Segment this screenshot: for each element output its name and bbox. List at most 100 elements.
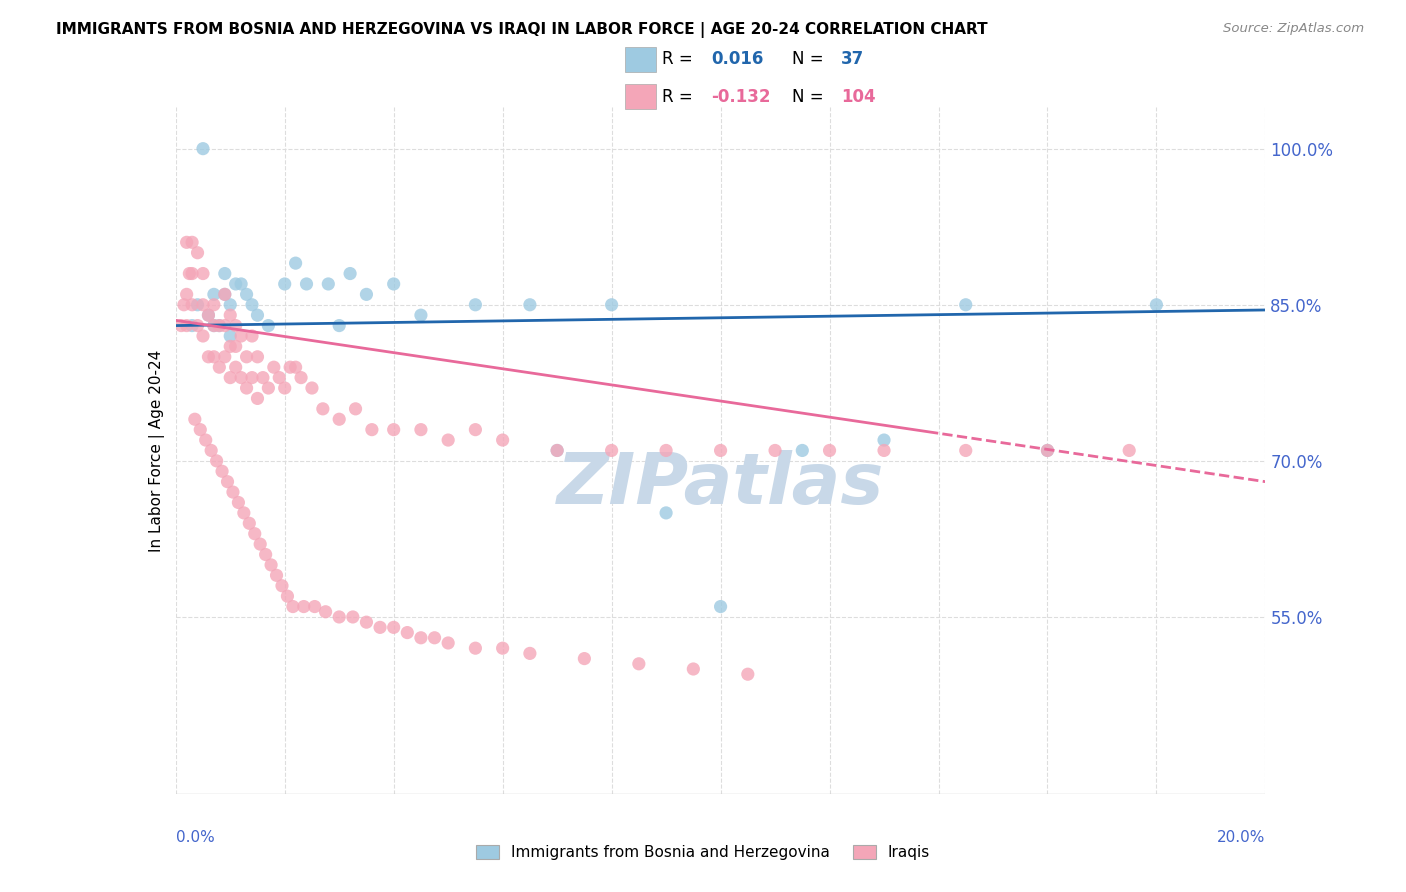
- Point: [655, 443, 678, 458]
- Point: [284, 360, 307, 375]
- Point: [240, 370, 263, 384]
- Point: [271, 579, 294, 593]
- Text: 20.0%: 20.0%: [1218, 830, 1265, 845]
- Text: N =: N =: [792, 87, 828, 105]
- Point: [655, 506, 678, 520]
- Point: [409, 308, 432, 322]
- Point: [737, 667, 759, 681]
- Point: [266, 568, 288, 582]
- Point: [269, 370, 291, 384]
- Point: [356, 615, 378, 630]
- Point: [235, 350, 257, 364]
- Point: [818, 443, 841, 458]
- Point: [214, 287, 236, 301]
- Point: [284, 256, 307, 270]
- Point: [219, 308, 242, 322]
- Point: [361, 423, 384, 437]
- Point: [222, 485, 245, 500]
- Text: 0.0%: 0.0%: [176, 830, 215, 845]
- Point: [382, 423, 405, 437]
- Point: [260, 558, 283, 572]
- Text: 37: 37: [841, 50, 865, 68]
- Point: [955, 443, 977, 458]
- Point: [173, 298, 195, 312]
- Point: [281, 599, 304, 614]
- Point: [197, 308, 219, 322]
- Point: [231, 370, 253, 384]
- Point: [328, 610, 350, 624]
- Legend: Immigrants from Bosnia and Herzegovina, Iraqis: Immigrants from Bosnia and Herzegovina, …: [470, 839, 936, 866]
- Point: [235, 287, 257, 301]
- Point: [246, 308, 269, 322]
- Point: [519, 646, 541, 660]
- Point: [1146, 298, 1168, 312]
- Point: [243, 526, 266, 541]
- Text: -0.132: -0.132: [711, 87, 770, 105]
- Point: [627, 657, 650, 671]
- Text: Source: ZipAtlas.com: Source: ZipAtlas.com: [1223, 22, 1364, 36]
- Point: [295, 277, 318, 291]
- Point: [197, 350, 219, 364]
- Text: R =: R =: [662, 50, 697, 68]
- Point: [600, 298, 623, 312]
- Point: [382, 620, 405, 634]
- Point: [181, 267, 204, 281]
- Point: [342, 610, 364, 624]
- Point: [600, 443, 623, 458]
- Point: [231, 329, 253, 343]
- Point: [318, 277, 340, 291]
- Point: [382, 277, 405, 291]
- Point: [214, 287, 236, 301]
- Point: [170, 318, 193, 333]
- Point: [202, 318, 225, 333]
- Point: [225, 360, 247, 375]
- Point: [176, 318, 198, 333]
- Point: [312, 401, 335, 416]
- Point: [191, 267, 214, 281]
- Point: [274, 277, 297, 291]
- Point: [423, 631, 446, 645]
- Point: [217, 475, 239, 489]
- Point: [252, 370, 274, 384]
- Point: [519, 298, 541, 312]
- Point: [219, 370, 242, 384]
- Point: [188, 423, 211, 437]
- Point: [368, 620, 391, 634]
- Point: [225, 339, 247, 353]
- Text: 0.016: 0.016: [711, 50, 763, 68]
- Point: [682, 662, 704, 676]
- Point: [356, 287, 378, 301]
- Point: [396, 625, 419, 640]
- Point: [328, 412, 350, 426]
- Point: [278, 360, 301, 375]
- Point: [437, 433, 460, 447]
- Point: [464, 641, 486, 656]
- Point: [235, 381, 257, 395]
- Point: [276, 589, 298, 603]
- Point: [574, 651, 596, 665]
- Point: [290, 370, 312, 384]
- Point: [1036, 443, 1059, 458]
- Point: [186, 318, 209, 333]
- Point: [176, 287, 198, 301]
- Bar: [624, 84, 655, 110]
- Point: [873, 433, 896, 447]
- Point: [274, 381, 297, 395]
- Text: IMMIGRANTS FROM BOSNIA AND HERZEGOVINA VS IRAQI IN LABOR FORCE | AGE 20-24 CORRE: IMMIGRANTS FROM BOSNIA AND HERZEGOVINA V…: [56, 22, 988, 38]
- Point: [409, 631, 432, 645]
- Point: [225, 318, 247, 333]
- Point: [792, 443, 814, 458]
- Point: [301, 381, 323, 395]
- Point: [263, 360, 285, 375]
- Text: R =: R =: [662, 87, 697, 105]
- Point: [257, 318, 280, 333]
- Text: 104: 104: [841, 87, 876, 105]
- Point: [211, 464, 233, 478]
- Point: [437, 636, 460, 650]
- Point: [219, 339, 242, 353]
- Point: [186, 245, 209, 260]
- Point: [208, 318, 231, 333]
- Point: [225, 277, 247, 291]
- Point: [240, 298, 263, 312]
- Point: [344, 401, 367, 416]
